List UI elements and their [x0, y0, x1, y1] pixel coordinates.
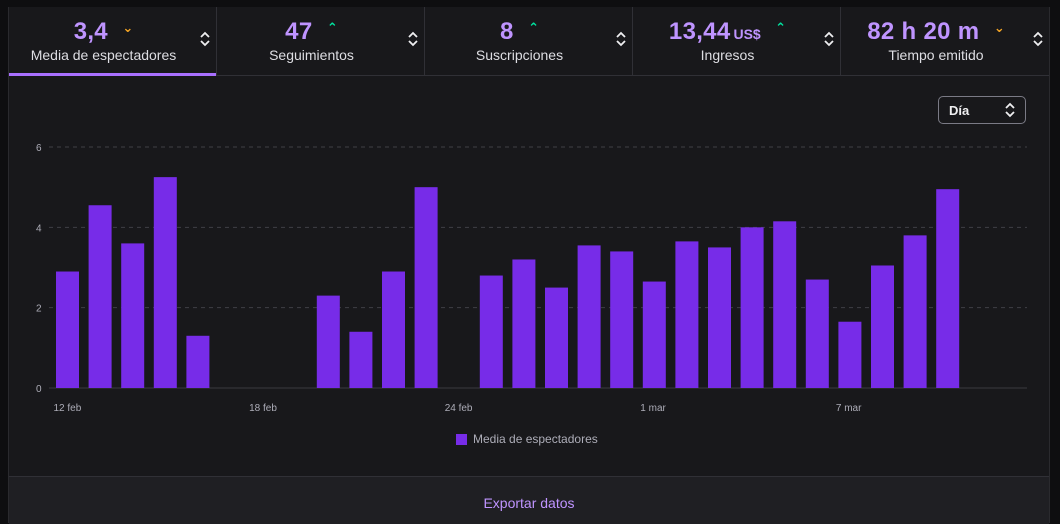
sort-icon [824, 31, 834, 47]
bar [349, 331, 373, 388]
bar [316, 295, 340, 388]
tab-unit: US$ [733, 26, 761, 42]
tab-value: 47 [285, 18, 313, 45]
x-tick-label: 12 feb [54, 403, 82, 414]
sort-icon [408, 31, 418, 47]
trend-down-icon: ⌄ [993, 20, 1005, 35]
bar [708, 247, 731, 388]
trend-up-icon: ⌃ [326, 20, 338, 35]
export-data-button[interactable]: Exportar datos [483, 495, 575, 511]
bar [610, 251, 634, 388]
trend-up-icon: ⌃ [528, 20, 539, 35]
legend-swatch [456, 433, 467, 445]
x-tick-label: 7 mar [836, 403, 862, 414]
bar [740, 227, 764, 388]
trend-up-icon: ⌃ [775, 20, 787, 35]
bar [121, 243, 145, 388]
tab-value: 3,4 [73, 18, 108, 45]
sort-icon [200, 31, 210, 47]
tab-value: 13,44 [668, 18, 731, 45]
x-tick-label: 24 feb [445, 403, 473, 414]
y-tick-label: 2 [36, 304, 42, 315]
bar [512, 259, 536, 388]
bar [545, 287, 568, 388]
tab-time-streamed[interactable]: 82 h 20 m ⌄ Tiempo emitido [841, 7, 1049, 75]
tab-value: 82 h 20 m [867, 18, 980, 45]
bar [805, 279, 829, 388]
bar [153, 177, 177, 388]
bar [414, 187, 438, 388]
tab-label: Media de espectadores [30, 47, 177, 63]
tab-value: 8 [499, 18, 514, 45]
bar [577, 245, 601, 388]
bar [56, 271, 79, 388]
bar [642, 281, 666, 388]
tab-label: Tiempo emitido [888, 47, 984, 63]
analytics-panel: 3,4 ⌄ Media de espectadores 47 ⌃ Seguimi… [8, 7, 1050, 524]
y-tick-label: 4 [36, 223, 42, 234]
chevron-updown-icon [1005, 102, 1015, 118]
bar [675, 241, 699, 388]
period-select-value: Día [949, 103, 970, 118]
bar [838, 321, 862, 388]
bar [88, 205, 112, 388]
x-tick-label: 1 mar [640, 403, 666, 414]
bar [382, 271, 405, 388]
legend-label: Media de espectadores [473, 432, 598, 446]
sort-icon [616, 31, 626, 47]
period-select[interactable]: Día [938, 96, 1026, 124]
tab-subscriptions[interactable]: 8 ⌃ Suscripciones [425, 7, 633, 75]
panel-footer: Exportar datos [9, 476, 1049, 524]
bar [773, 221, 797, 388]
sort-icon [1033, 31, 1043, 47]
tab-label: Ingresos [700, 47, 755, 63]
metric-tabs: 3,4 ⌄ Media de espectadores 47 ⌃ Seguimi… [9, 7, 1049, 76]
tab-revenue[interactable]: 13,44 US$ ⌃ Ingresos [633, 7, 841, 75]
y-tick-label: 6 [36, 143, 42, 154]
trend-down-icon: ⌄ [122, 20, 134, 35]
tab-follows[interactable]: 47 ⌃ Seguimientos [217, 7, 425, 75]
bar [871, 265, 894, 388]
y-tick-label: 0 [36, 384, 42, 395]
tab-average-viewers[interactable]: 3,4 ⌄ Media de espectadores [9, 7, 217, 76]
chart-legend: Media de espectadores [456, 432, 598, 446]
bar [903, 235, 927, 388]
x-tick-label: 18 feb [249, 403, 277, 414]
tab-label: Suscripciones [475, 47, 564, 63]
bar [186, 335, 210, 388]
bar [479, 275, 503, 388]
tab-label: Seguimientos [269, 47, 354, 63]
average-viewers-chart: 0 2 4 6 12 feb 18 feb 24 feb 1 mar 7 mar [36, 143, 1027, 414]
bar [936, 189, 960, 388]
